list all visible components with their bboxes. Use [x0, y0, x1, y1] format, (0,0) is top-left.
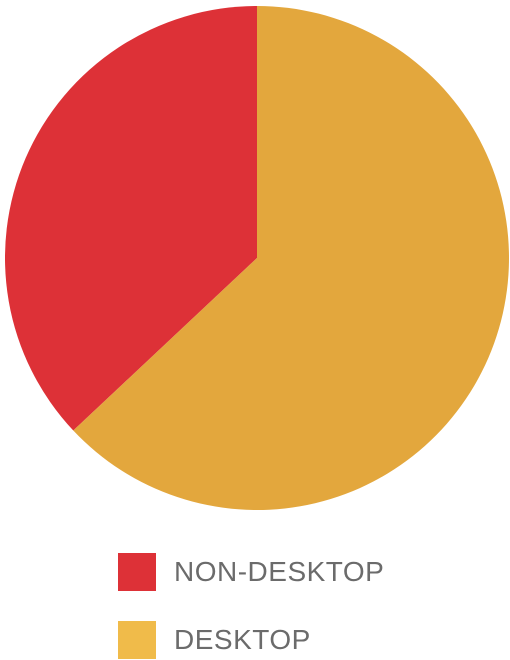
legend-item-desktop: DESKTOP: [118, 620, 311, 660]
legend-swatch-desktop: [118, 621, 156, 659]
legend-swatch-non-desktop: [118, 553, 156, 591]
legend-label-desktop: DESKTOP: [174, 624, 311, 655]
pie-chart: [4, 6, 509, 510]
legend-label-non-desktop: NON-DESKTOP: [174, 556, 385, 587]
pie-slice-non-desktop: [4, 6, 257, 431]
pie-slice-desktop: [73, 6, 509, 510]
legend-item-non-desktop: NON-DESKTOP: [118, 552, 384, 592]
